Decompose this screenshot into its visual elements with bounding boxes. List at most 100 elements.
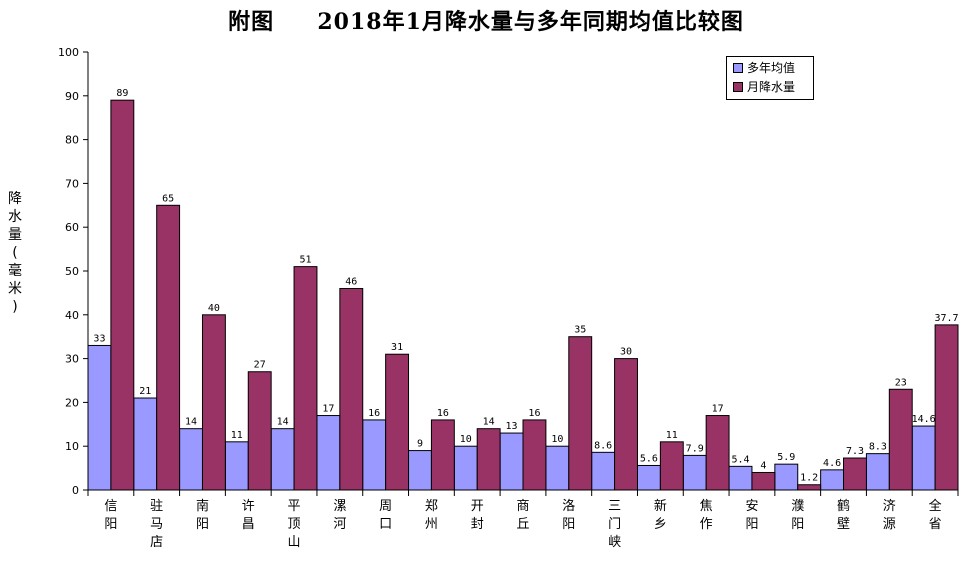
x-tick-label: 全省 [929, 498, 942, 532]
bar-avg [545, 445, 570, 491]
data-label-month: 7.3 [846, 446, 864, 457]
y-tick-label: 30 [65, 353, 79, 366]
data-label-month: 31 [391, 342, 403, 353]
data-label-avg: 13 [506, 421, 518, 432]
data-label-avg: 10 [460, 434, 472, 445]
data-label-month: 17 [712, 404, 724, 415]
bar-month [430, 419, 455, 491]
y-axis-label-char: ( [12, 245, 18, 261]
data-label-avg: 10 [551, 434, 563, 445]
bar-month [522, 419, 547, 491]
bar-month [156, 204, 181, 491]
y-axis-label-char: 降 [8, 191, 22, 207]
legend-swatch-month [733, 81, 743, 92]
bar-month [888, 388, 913, 491]
x-tick-label: 许昌 [242, 499, 255, 532]
x-tick-label: 驻马店 [150, 499, 163, 550]
x-tick-label: 洛阳 [562, 499, 575, 532]
bar-month [843, 457, 867, 491]
x-tick-label: 信阳 [104, 499, 117, 532]
x-tick-label: 南阳 [196, 498, 209, 532]
y-axis-label-char: 水 [8, 209, 22, 225]
bar-month [339, 288, 364, 491]
data-label-month: 4 [760, 460, 766, 471]
bar-avg [728, 465, 753, 491]
data-label-month: 51 [299, 255, 311, 266]
x-tick-label: 三门峡 [608, 499, 621, 550]
data-label-avg: 11 [231, 430, 243, 441]
data-label-month: 30 [620, 347, 632, 358]
bar-month [293, 266, 318, 491]
data-label-month: 37.7 [935, 313, 959, 324]
x-tick-label: 濮阳 [791, 499, 804, 532]
data-label-month: 40 [208, 303, 220, 314]
bar-avg [453, 445, 478, 491]
bar-month [385, 353, 410, 491]
data-label-month: 1.2 [800, 473, 818, 484]
data-label-avg: 33 [93, 333, 105, 344]
y-axis-label-char: 毫 [8, 263, 22, 279]
y-tick-label: 90 [65, 90, 79, 103]
data-label-month: 14 [483, 417, 495, 428]
data-label-avg: 8.6 [594, 440, 612, 451]
bar-avg [133, 397, 158, 491]
data-label-month: 35 [574, 325, 586, 336]
bar-avg [270, 428, 295, 491]
legend: 多年均值 月降水量 [726, 56, 814, 100]
data-label-avg: 14 [185, 417, 197, 428]
data-label-month: 16 [437, 408, 449, 419]
bar-month [201, 314, 226, 491]
x-tick-label: 新乡 [654, 498, 667, 532]
legend-label-avg: 多年均值 [747, 61, 796, 75]
bar-avg [820, 469, 845, 491]
y-tick-label: 100 [58, 46, 79, 59]
data-label-avg: 5.6 [640, 453, 658, 464]
data-label-avg: 21 [139, 386, 151, 397]
bar-avg [408, 450, 432, 491]
data-label-avg: 14 [277, 417, 289, 428]
bar-avg [316, 415, 341, 491]
y-tick-label: 70 [65, 177, 79, 190]
data-label-avg: 7.9 [686, 443, 704, 454]
y-tick-label: 50 [65, 265, 79, 278]
y-tick-label: 20 [65, 396, 79, 409]
bar-month [476, 428, 501, 491]
data-label-month: 65 [162, 193, 174, 204]
bar-month [705, 415, 730, 491]
bar-month [614, 358, 638, 491]
bar-avg [224, 441, 249, 491]
y-axis-label-char: 米 [8, 281, 22, 297]
y-tick-label: 60 [65, 221, 79, 234]
bar-month [659, 441, 684, 491]
data-label-avg: 9 [417, 439, 423, 450]
bar-month [934, 324, 959, 491]
data-label-month: 11 [666, 430, 678, 441]
bar-avg [499, 432, 524, 491]
y-axis-label-char: 量 [8, 227, 22, 243]
data-label-avg: 5.4 [731, 454, 749, 465]
bar-month [751, 471, 776, 491]
y-tick-label: 80 [65, 134, 79, 147]
bar-avg [682, 454, 707, 491]
data-label-month: 89 [116, 88, 128, 99]
x-tick-label: 郑州 [425, 499, 438, 532]
bar-avg [865, 453, 890, 491]
x-tick-label: 鹤壁 [837, 498, 850, 532]
bar-avg [179, 428, 203, 491]
data-label-month: 16 [528, 408, 540, 419]
bar-month [797, 484, 822, 491]
x-tick-label: 安阳 [745, 499, 758, 532]
x-tick-label: 济源 [883, 499, 896, 532]
chart-title: 附图 2018年1月降水量与多年同期均值比较图 [228, 9, 744, 35]
bar-month [110, 99, 135, 491]
data-label-month: 23 [895, 377, 907, 388]
y-tick-label: 40 [65, 309, 79, 322]
bar-month [247, 371, 272, 491]
y-axis-label: 降水量 (毫米) [6, 190, 24, 316]
x-tick-label: 开封 [471, 499, 484, 532]
x-tick-label: 周口 [379, 499, 392, 532]
x-tick-label: 焦作 [700, 499, 713, 532]
data-label-month: 46 [345, 277, 357, 288]
bar-avg [636, 464, 661, 491]
